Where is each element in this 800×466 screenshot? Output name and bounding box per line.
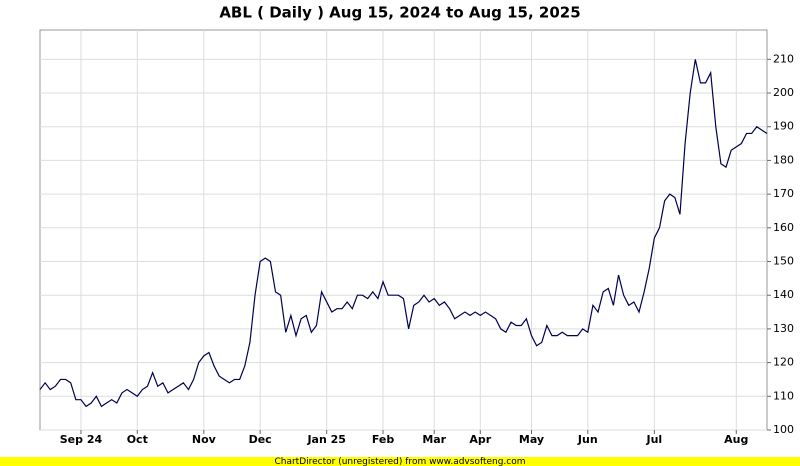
y-tick-label: 200 xyxy=(773,86,794,99)
y-tick-label: 160 xyxy=(773,221,794,234)
plot-area xyxy=(39,29,768,431)
y-tick-label: 180 xyxy=(773,153,794,166)
x-tick-label: Jan 25 xyxy=(306,433,345,446)
x-tick-label: Mar xyxy=(422,433,446,446)
footer-bar xyxy=(0,457,800,466)
x-tick-label: Apr xyxy=(469,433,491,446)
y-tick-label: 210 xyxy=(773,52,794,65)
y-tick-label: 110 xyxy=(773,389,794,402)
price-line xyxy=(39,59,768,408)
x-tick-label: Dec xyxy=(249,433,272,446)
x-tick-label: Sep 24 xyxy=(60,433,103,446)
y-tick-label: 140 xyxy=(773,288,794,301)
chart-title: ABL ( Daily ) Aug 15, 2024 to Aug 15, 20… xyxy=(219,4,580,22)
y-tick-label: 190 xyxy=(773,120,794,133)
footer-text: ChartDirector (unregistered) from www.ad… xyxy=(274,457,525,466)
x-tick-label: Jul xyxy=(646,433,663,446)
x-tick-label: Feb xyxy=(372,433,395,446)
y-tick-label: 170 xyxy=(773,187,794,200)
x-tick-label: Aug xyxy=(724,433,748,446)
x-tick-label: Nov xyxy=(192,433,217,446)
x-tick-label: Jun xyxy=(577,433,598,446)
x-tick-label: May xyxy=(519,433,544,446)
y-tick-label: 130 xyxy=(773,322,794,335)
y-tick-label: 150 xyxy=(773,255,794,268)
y-tick-label: 100 xyxy=(773,423,794,436)
x-tick-label: Oct xyxy=(127,433,148,446)
y-tick-label: 120 xyxy=(773,356,794,369)
